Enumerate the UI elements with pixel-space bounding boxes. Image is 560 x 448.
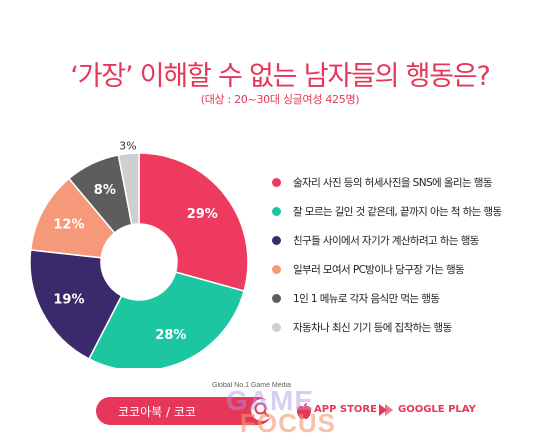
legend-item-3: 친구들 사이에서 자기가 계산하려고 하는 행동 <box>272 226 502 255</box>
legend-label-1: 술자리 사진 등의 허세사진을 SNS에 올리는 행동 <box>293 177 492 189</box>
legend-dot-2 <box>272 207 281 216</box>
legend-label-2: 잘 모르는 길인 것 같은데, 끝까지 아는 척 하는 행동 <box>293 206 502 218</box>
watermark-tagline: Global No.1 Game Media <box>212 382 291 389</box>
search-icon[interactable] <box>250 398 274 422</box>
legend-label-6: 자동차나 최신 기기 등에 집착하는 행동 <box>293 322 452 334</box>
legend-dot-5 <box>272 294 281 303</box>
brand-banner[interactable]: 코코아북 / 코코 <box>96 397 272 425</box>
slice-6 <box>117 152 140 226</box>
google-play-link[interactable]: GOOGLE PLAY <box>398 404 476 415</box>
legend-dot-3 <box>272 236 281 245</box>
slice-label-2: 28% <box>155 328 186 343</box>
legend-dot-1 <box>272 178 281 187</box>
legend-item-6: 자동차나 최신 기기 등에 집착하는 행동 <box>272 313 502 342</box>
page-title: ‘가장’ 이해할 수 없는 남자들의 행동은? <box>70 61 491 93</box>
slice-label-6: 3% <box>119 140 136 153</box>
slice-1 <box>138 152 249 292</box>
slice-3 <box>30 249 123 360</box>
legend-label-5: 1인 1 메뉴로 각자 음식만 먹는 행동 <box>293 293 440 305</box>
apple-icon <box>297 403 311 419</box>
watermark-line2: FOCUS <box>240 408 336 438</box>
legend-item-1: 술자리 사진 등의 허세사진을 SNS에 올리는 행동 <box>272 168 502 197</box>
slice-label-1: 29% <box>187 207 218 222</box>
slice-2 <box>88 271 245 368</box>
watermark-line1: GAME <box>226 385 314 416</box>
app-store-link[interactable]: APP STORE <box>314 404 377 415</box>
survey-subtitle: (대상 : 20~30대 싱글여성 425명) <box>200 93 360 106</box>
legend-label-3: 친구들 사이에서 자기가 계산하려고 하는 행동 <box>293 235 479 247</box>
slice-label-5: 8% <box>94 183 116 198</box>
legend-item-2: 잘 모르는 길인 것 같은데, 끝까지 아는 척 하는 행동 <box>272 197 502 226</box>
legend-label-4: 일부러 모여서 PC방이나 당구장 가는 행동 <box>293 264 465 276</box>
watermark-logo: Global No.1 Game Media GAME FOCUS <box>212 382 362 442</box>
slice-label-3: 19% <box>53 293 84 308</box>
google-play-icon <box>379 404 393 416</box>
legend-item-4: 일부러 모여서 PC방이나 당구장 가는 행동 <box>272 255 502 284</box>
legend-dot-6 <box>272 323 281 332</box>
legend-dot-4 <box>272 265 281 274</box>
slice-label-4: 12% <box>53 217 84 232</box>
donut-chart: 29% 28% 19% 12% 8% 3% <box>30 140 249 368</box>
legend-item-5: 1인 1 메뉴로 각자 음식만 먹는 행동 <box>272 284 502 313</box>
brand-label: 코코아북 / 코코 <box>118 405 196 419</box>
